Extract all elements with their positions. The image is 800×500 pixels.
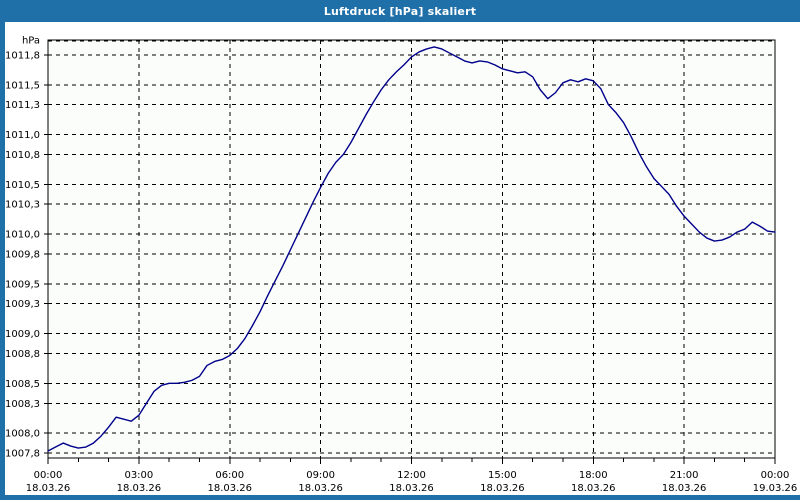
y-axis-tick-label: 1009,5 (5, 279, 40, 290)
y-axis-tick-label: 1010,0 (5, 230, 40, 241)
x-axis-time-label: 18:00 (579, 470, 608, 481)
x-axis-time-label: 00:00 (761, 470, 790, 481)
x-axis-time-label: 09:00 (306, 470, 335, 481)
x-axis-time-label: 12:00 (397, 470, 426, 481)
window-title-bar: Luftdruck [hPa] skaliert (0, 0, 800, 22)
chart-area: 1011,8 1011,5 1011,3 1011,0 1010,8 1010,5 1010… (5, 22, 800, 495)
y-axis-tick-label: 1007,8 (5, 449, 40, 460)
plot-frame (47, 39, 776, 459)
y-axis-tick-label: 1009,8 (5, 249, 40, 260)
y-axis-tick-label: 1011,8 (5, 50, 40, 61)
x-axis-time-label: 06:00 (215, 470, 244, 481)
pressure-series-line (47, 46, 776, 452)
y-axis-tick-label: 1010,8 (5, 150, 40, 161)
x-axis-date-label: 18.03.26 (389, 483, 434, 494)
y-axis-labels: 1011,8 1011,5 1011,3 1011,0 1010,8 1010,5 1010… (5, 50, 40, 459)
y-axis-tick-label: 1011,3 (5, 100, 40, 111)
pressure-line-chart: 1011,8 1011,5 1011,3 1011,0 1010,8 1010,5 1010… (5, 36, 798, 495)
x-axis-time-label: 21:00 (670, 470, 699, 481)
y-axis-tick-label: 1008,5 (5, 379, 40, 390)
y-axis-tick-label: 1008,8 (5, 349, 40, 360)
x-axis-date-label: 18.03.26 (571, 483, 616, 494)
y-axis-tick-label: 1008,3 (5, 399, 40, 410)
x-axis-date-label: 18.03.26 (480, 483, 525, 494)
x-axis-date-label: 18.03.26 (117, 483, 162, 494)
grid-lines (48, 40, 775, 458)
x-axis-time-label: 00:00 (34, 470, 63, 481)
x-axis-date-label: 18.03.26 (662, 483, 707, 494)
x-axis-time-label: 03:00 (124, 470, 153, 481)
y-axis-tick-label: 1009,3 (5, 299, 40, 310)
x-axis-date-label: 18.03.26 (298, 483, 343, 494)
y-axis-tick-label: 1008,0 (5, 429, 40, 440)
x-axis-labels: 00:00 18.03.26 03:00 18.03.26 06:00 18.03.26 0… (26, 470, 798, 494)
y-axis-tick-label: 1009,0 (5, 329, 40, 340)
x-axis-time-label: 15:00 (488, 470, 517, 481)
y-axis-tick-label: 1011,5 (5, 80, 40, 91)
pressure-curve (47, 46, 776, 452)
y-axis-tick-label: 1010,3 (5, 200, 40, 211)
x-axis-date-label: 19.03.26 (753, 483, 798, 494)
y-axis-unit-label: hPa (22, 36, 40, 47)
x-axis-date-label: 18.03.26 (26, 483, 71, 494)
y-axis-unit-label-text: hPa (22, 36, 40, 47)
x-axis-date-label: 18.03.26 (207, 483, 252, 494)
y-axis-tick-label: 1011,0 (5, 130, 40, 141)
window-title: Luftdruck [hPa] skaliert (323, 4, 477, 18)
y-axis-tick-label: 1010,5 (5, 180, 40, 191)
